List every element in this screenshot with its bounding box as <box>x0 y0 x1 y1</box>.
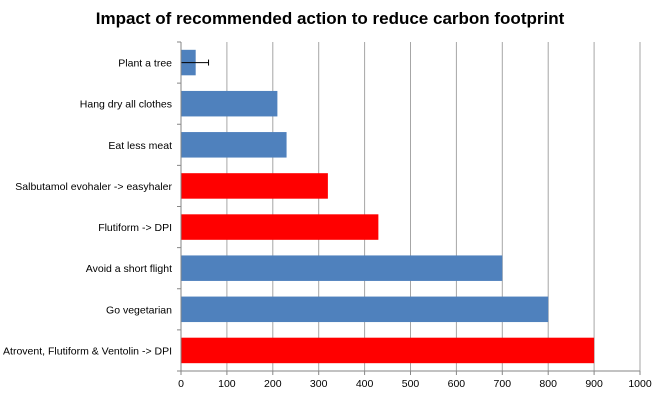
bar-go-vegetarian <box>181 296 549 323</box>
chart-title: Impact of recommended action to reduce c… <box>96 9 565 28</box>
category-label: Flutiform -> DPI <box>98 222 172 234</box>
x-tick-label: 100 <box>218 378 236 390</box>
x-tick-labels: 0 100 200 300 400 500 600 700 800 900 1000 <box>178 378 652 390</box>
x-tick-label: 300 <box>310 378 328 390</box>
bar-salbutamol-evohaler-easyhaler <box>181 173 328 199</box>
category-label: Go vegetarian <box>106 304 172 316</box>
category-label: Hang dry all clothes <box>80 99 172 111</box>
x-tick-label: 800 <box>539 378 557 390</box>
axes <box>177 41 641 375</box>
bar-eat-less-meat <box>181 132 287 158</box>
bar-flutiform-dpi <box>181 214 379 240</box>
x-tick-label: 0 <box>178 378 184 390</box>
x-tick-label: 700 <box>494 378 512 390</box>
x-tick-label: 600 <box>448 378 466 390</box>
x-tick-label: 1000 <box>628 378 652 390</box>
category-label: Avoid a short flight <box>86 263 172 275</box>
x-tick-label: 500 <box>402 378 420 390</box>
bar-avoid-a-short-flight <box>181 255 503 281</box>
bar-hang-dry-all-clothes <box>181 90 278 117</box>
category-label: Atrovent, Flutiform & Ventolin -> DPI <box>3 345 172 357</box>
x-tick-label: 900 <box>585 378 603 390</box>
category-label: Plant a tree <box>118 58 172 70</box>
x-tick-label: 200 <box>264 378 282 390</box>
bar-atrovent-flutiform-ventolin-dpi <box>181 337 595 364</box>
x-tick-label: 400 <box>356 378 374 390</box>
category-label: Eat less meat <box>108 140 172 152</box>
bars <box>181 49 595 364</box>
category-label: Salbutamol evohaler -> easyhaler <box>15 181 172 193</box>
category-labels: Plant a tree Hang dry all clothes Eat less… <box>3 58 172 358</box>
